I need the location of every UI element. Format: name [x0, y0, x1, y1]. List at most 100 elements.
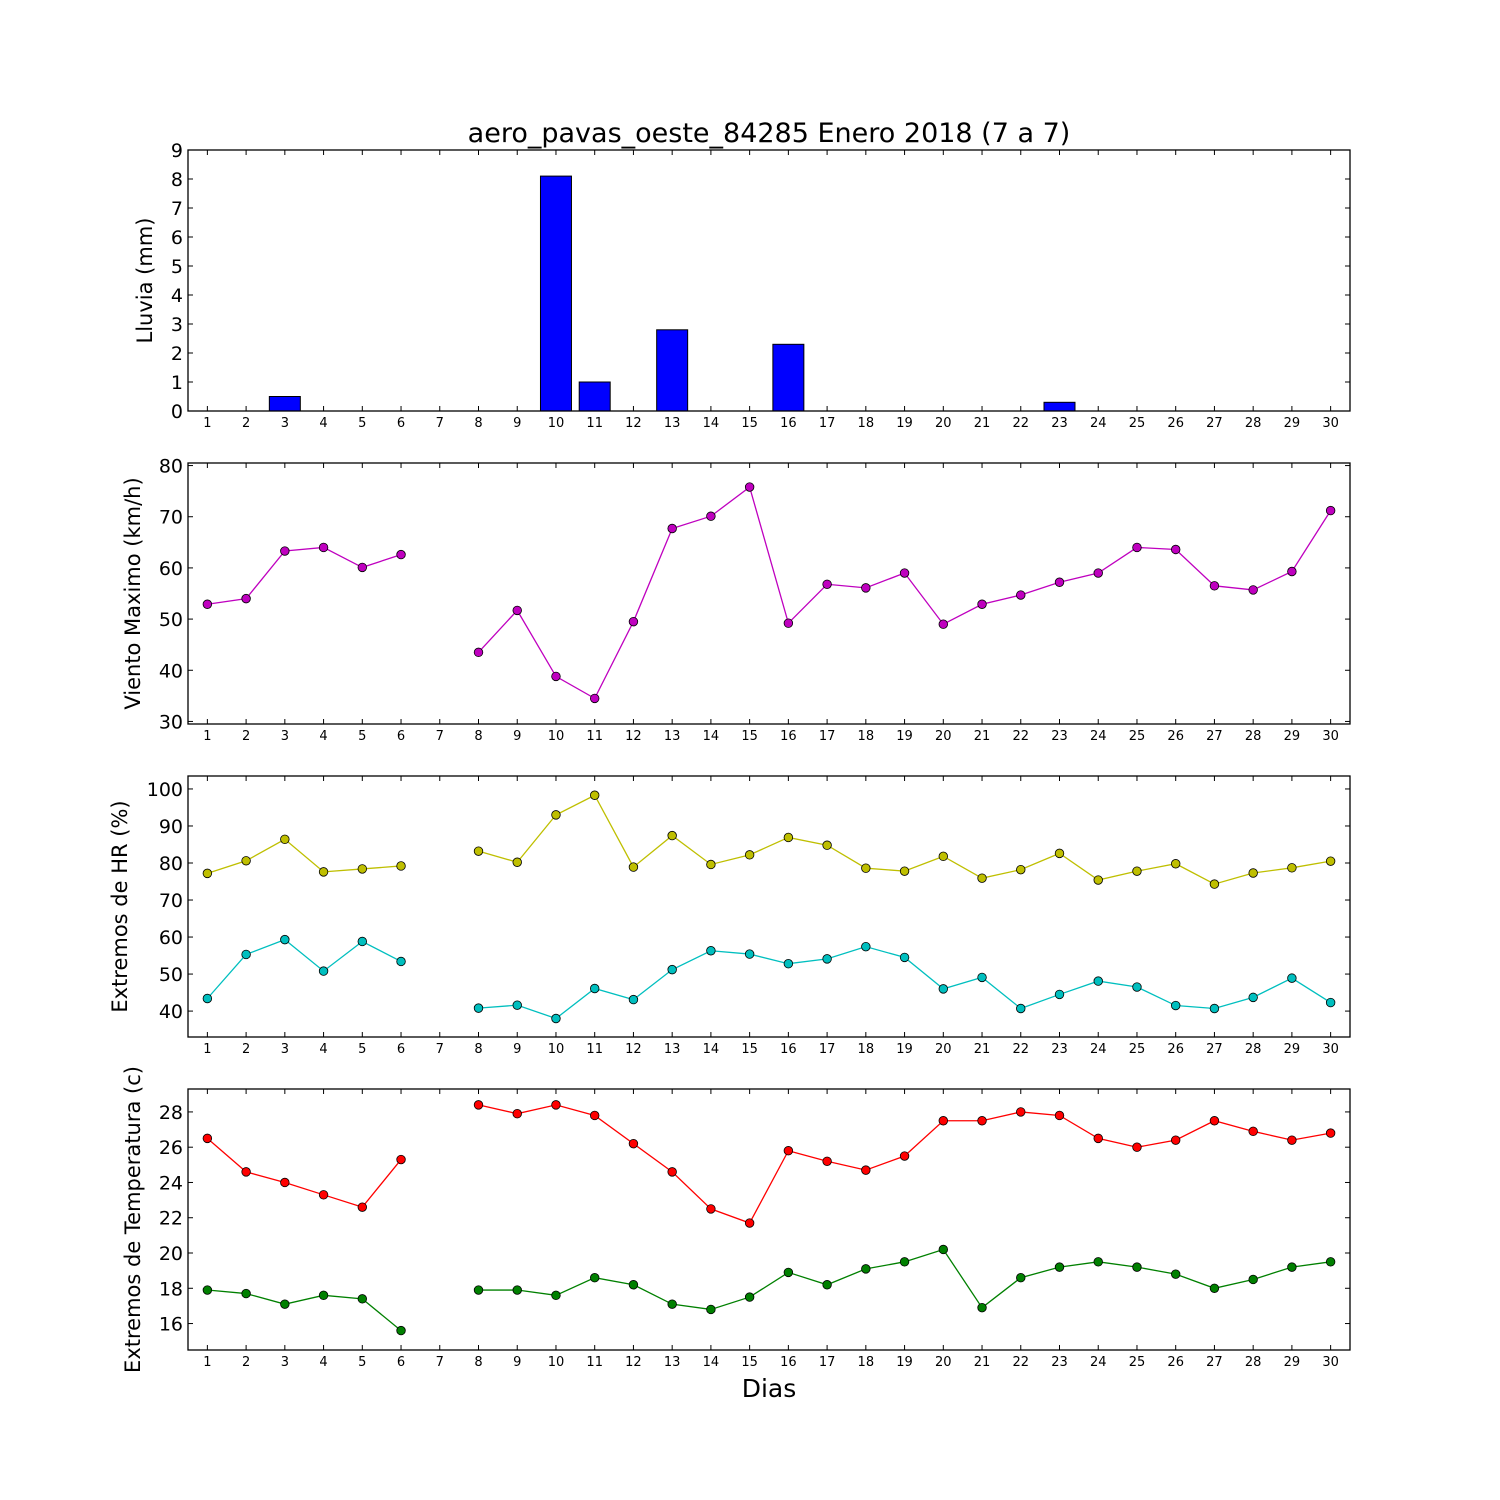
x-tick-label: 8: [474, 1355, 482, 1370]
x-tick-label: 30: [1322, 1355, 1339, 1370]
panel-1: 1 2 3 4 5 6 7 8 9 10 11 12 13 14 15 16 17 18 19 20 21 22 23 24 2…: [133, 140, 1351, 431]
data-point: [202, 1133, 213, 1144]
x-tick-label: 20: [935, 1042, 952, 1057]
series-line-1: [206, 1104, 1331, 1224]
data-point: [551, 1290, 561, 1301]
data-point: [396, 1154, 406, 1165]
plot-frame: [187, 149, 1351, 412]
x-tick-label: 14: [703, 1042, 720, 1057]
x-tick-label: 11: [586, 416, 603, 431]
data-point: [512, 1000, 522, 1010]
data-point: [899, 568, 910, 578]
x-tick-label: 15: [741, 416, 758, 431]
data-point: [667, 1299, 677, 1309]
x-tick-label: 18: [858, 1042, 875, 1057]
data-point: [1132, 1142, 1142, 1152]
x-tick-label: 7: [436, 729, 444, 744]
data-point: [1132, 866, 1142, 876]
panel-4: 1 2 3 4 5 6 7 8 9 10 11 12 13 14 15 16 17 18 19 20 21 22 23 24 2…: [121, 1066, 1351, 1373]
x-tick-label: 10: [548, 1355, 565, 1370]
data-point: [783, 1146, 794, 1156]
y-tick-label: 16: [159, 1314, 183, 1336]
x-tick-label: 9: [513, 1042, 521, 1057]
x-tick-label: 1: [203, 1042, 211, 1057]
data-point: [706, 511, 716, 521]
data-point: [977, 1302, 987, 1313]
data-point: [241, 1167, 251, 1177]
x-tick-label: 26: [1167, 416, 1184, 431]
data-point: [357, 1294, 368, 1304]
data-point: [706, 1304, 716, 1315]
data-point: [938, 619, 949, 629]
data-point: [628, 1138, 639, 1149]
y-tick-label: 24: [159, 1172, 183, 1194]
x-tick-label: 18: [858, 729, 875, 744]
x-tick-label: 21: [974, 729, 991, 744]
data-point: [1325, 856, 1336, 866]
data-point: [1248, 868, 1258, 878]
x-tick-label: 12: [625, 1355, 642, 1370]
data-point: [1287, 973, 1297, 983]
x-tick-label: 28: [1245, 1355, 1262, 1370]
data-point: [1248, 1274, 1258, 1285]
data-point: [628, 616, 639, 627]
x-tick-label: 12: [625, 416, 642, 431]
y-tick-label: 7: [171, 198, 183, 220]
data-point: [357, 562, 368, 573]
data-point: [667, 1167, 677, 1177]
x-tick-label: 30: [1322, 1042, 1339, 1057]
data-point: [357, 864, 368, 874]
x-tick-label: 25: [1129, 729, 1146, 744]
x-tick-label: 7: [436, 416, 444, 431]
chart-title: aero_pavas_oeste_84285 Enero 2018 (7 a 7…: [468, 118, 1071, 149]
x-tick-label: 23: [1051, 1042, 1068, 1057]
data-point: [1325, 1128, 1336, 1138]
bar: [539, 175, 572, 412]
y-tick-label: 0: [171, 401, 183, 423]
x-tick-label: 15: [741, 729, 758, 744]
data-point: [241, 949, 251, 960]
panel-3: 1 2 3 4 5 6 7 8 9 10 11 12 13 14 15 16 17 18 19 20 21 22 23 24 2…: [108, 775, 1351, 1057]
x-tick-label: 23: [1051, 729, 1068, 744]
data-point: [1132, 542, 1142, 553]
y-tick-label: 90: [159, 816, 183, 838]
data-point: [938, 984, 949, 994]
plot-frame: [187, 462, 1351, 725]
x-tick-label: 23: [1051, 416, 1068, 431]
series-line-1: [207, 485, 1332, 700]
x-tick-label: 22: [1012, 1042, 1029, 1057]
y-tick-label: 9: [171, 140, 183, 162]
y-tick-label: 8: [171, 169, 183, 191]
data-point: [357, 936, 368, 947]
x-tick-label: 3: [281, 416, 289, 431]
x-tick-label: 1: [203, 729, 211, 744]
series-line-1: [207, 794, 1331, 885]
x-tick-label: 17: [819, 416, 836, 431]
data-point: [280, 834, 290, 845]
y-tick-label: 1: [171, 372, 183, 394]
data-point: [1054, 577, 1065, 587]
y-axis-label: Extremos de Temperatura (c): [121, 1066, 145, 1373]
x-tick-label: 13: [664, 416, 681, 431]
data-point: [1093, 1257, 1103, 1267]
x-tick-label: 1: [203, 1355, 211, 1370]
plot-frame: [187, 775, 1351, 1038]
y-tick-label: 4: [171, 285, 183, 307]
y-tick-label: 50: [159, 609, 183, 631]
x-tick-label: 5: [358, 729, 366, 744]
data-point: [628, 994, 639, 1005]
data-point: [590, 983, 600, 994]
data-point: [822, 579, 832, 589]
x-tick-label: 29: [1284, 1042, 1301, 1057]
data-point: [280, 1299, 290, 1309]
x-tick-label: 12: [625, 729, 642, 744]
x-tick-label: 16: [780, 1355, 797, 1370]
y-axis-label: Extremos de HR (%): [108, 800, 132, 1012]
data-point: [977, 873, 987, 883]
data-point: [1209, 1003, 1220, 1014]
x-tick-label: 28: [1245, 729, 1262, 744]
x-tick-label: 12: [625, 1042, 642, 1057]
x-tick-label: 18: [858, 416, 875, 431]
x-tick-label: 13: [664, 1042, 681, 1057]
data-point: [1170, 859, 1181, 869]
